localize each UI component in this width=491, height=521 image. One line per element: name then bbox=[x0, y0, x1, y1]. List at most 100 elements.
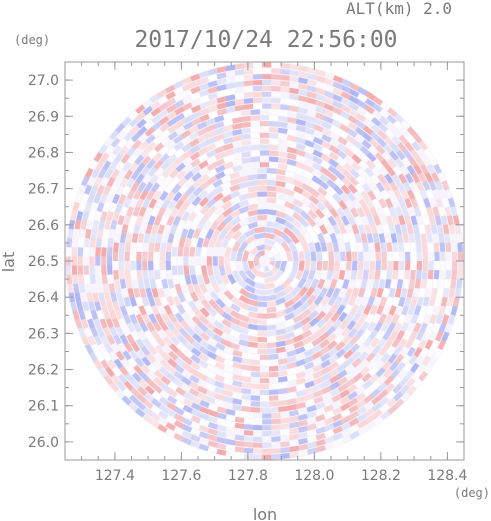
radar-cell bbox=[317, 232, 326, 244]
radar-cell bbox=[262, 91, 272, 97]
radar-cell bbox=[118, 317, 127, 329]
radar-cell bbox=[304, 152, 315, 161]
radar-cell bbox=[306, 423, 317, 431]
radar-cell bbox=[291, 285, 302, 297]
radar-cell bbox=[286, 164, 297, 173]
radar-cell bbox=[178, 327, 189, 338]
radar-cell bbox=[259, 132, 270, 138]
radar-cell bbox=[166, 296, 175, 307]
radar-cell bbox=[173, 134, 184, 144]
radar-cell bbox=[113, 242, 119, 252]
radar-cell bbox=[103, 374, 114, 386]
radar-cell bbox=[80, 219, 88, 230]
radar-cell bbox=[142, 413, 153, 423]
radar-cell bbox=[130, 251, 136, 261]
radar-cell bbox=[428, 261, 434, 271]
radar-cell bbox=[311, 175, 322, 185]
radar-cell bbox=[205, 377, 217, 386]
radar-cell bbox=[388, 224, 396, 235]
radar-cell bbox=[244, 228, 256, 238]
radar-cell bbox=[241, 133, 251, 140]
radar-cell bbox=[177, 265, 184, 276]
radar-cell bbox=[148, 313, 157, 324]
radar-cell bbox=[183, 265, 190, 276]
radar-cell bbox=[448, 287, 456, 298]
radar-cell bbox=[332, 94, 343, 103]
radar-cell bbox=[310, 261, 317, 271]
radar-cell bbox=[439, 242, 446, 252]
radar-cell bbox=[190, 237, 198, 248]
radar-cell bbox=[396, 150, 406, 161]
radar-cell bbox=[144, 119, 155, 130]
radar-cell bbox=[362, 182, 372, 193]
radar-cell bbox=[247, 323, 258, 331]
radar-cell bbox=[370, 224, 378, 235]
radar-cell bbox=[411, 172, 421, 184]
radar-cell bbox=[223, 143, 234, 151]
radar-cell bbox=[292, 314, 304, 324]
radar-cell bbox=[398, 296, 406, 307]
radar-cell bbox=[223, 346, 234, 355]
radar-cell bbox=[136, 118, 147, 129]
radar-cell bbox=[360, 278, 368, 289]
radar-cell bbox=[278, 115, 288, 122]
radar-cell bbox=[284, 306, 295, 315]
radar-cell bbox=[165, 251, 171, 261]
radar-cell bbox=[186, 203, 196, 214]
radar-cell bbox=[145, 134, 156, 144]
radar-cell bbox=[295, 359, 306, 367]
radar-cell bbox=[190, 165, 202, 175]
radar-cell bbox=[376, 137, 387, 148]
radar-cell bbox=[306, 97, 317, 105]
radar-cell bbox=[394, 353, 405, 365]
radar-cell bbox=[415, 156, 425, 167]
radar-cell bbox=[185, 326, 196, 337]
radar-cell bbox=[106, 210, 114, 222]
radar-cell bbox=[229, 316, 241, 326]
radar-cell bbox=[247, 335, 258, 342]
radar-cell bbox=[135, 173, 145, 184]
radar-cell bbox=[324, 435, 335, 444]
radar-cell bbox=[134, 357, 145, 368]
radar-cell bbox=[170, 304, 179, 315]
radar-cell bbox=[364, 407, 375, 418]
radar-cell bbox=[322, 207, 332, 219]
radar-cell bbox=[349, 430, 360, 440]
radar-cell bbox=[378, 313, 387, 324]
radar-cell bbox=[347, 215, 357, 227]
radar-cell bbox=[323, 410, 335, 419]
radar-cell bbox=[214, 145, 225, 154]
radar-cell bbox=[149, 337, 159, 348]
radar-cell bbox=[313, 383, 324, 392]
radar-cell bbox=[241, 145, 252, 152]
radar-cell bbox=[115, 202, 123, 213]
radar-cell bbox=[269, 162, 279, 169]
radar-cell bbox=[190, 402, 202, 411]
radar-cell bbox=[191, 196, 202, 207]
radar-cell bbox=[126, 365, 136, 376]
radar-cell bbox=[264, 226, 276, 234]
radar-cell bbox=[357, 93, 368, 103]
radar-cell bbox=[397, 314, 406, 325]
radar-cell bbox=[169, 224, 178, 235]
radar-cell bbox=[355, 120, 366, 130]
radar-cell bbox=[394, 157, 405, 169]
radar-cell bbox=[421, 270, 428, 280]
radar-cell bbox=[319, 332, 330, 342]
radar-cell bbox=[349, 424, 360, 434]
radar-cell bbox=[329, 207, 339, 218]
radar-cell bbox=[299, 217, 310, 228]
radar-cell bbox=[350, 207, 359, 218]
radar-cell bbox=[342, 279, 350, 290]
radar-cell bbox=[257, 179, 267, 185]
radar-cell bbox=[304, 232, 313, 244]
radar-cell bbox=[383, 143, 393, 154]
radar-cell bbox=[298, 425, 308, 433]
radar-cell bbox=[115, 309, 123, 320]
radar-cell bbox=[313, 117, 324, 126]
radar-cell bbox=[113, 358, 124, 369]
radar-cell bbox=[214, 399, 225, 407]
radar-cell bbox=[346, 320, 357, 331]
radar-cell bbox=[440, 215, 448, 226]
radar-cell bbox=[293, 185, 304, 195]
